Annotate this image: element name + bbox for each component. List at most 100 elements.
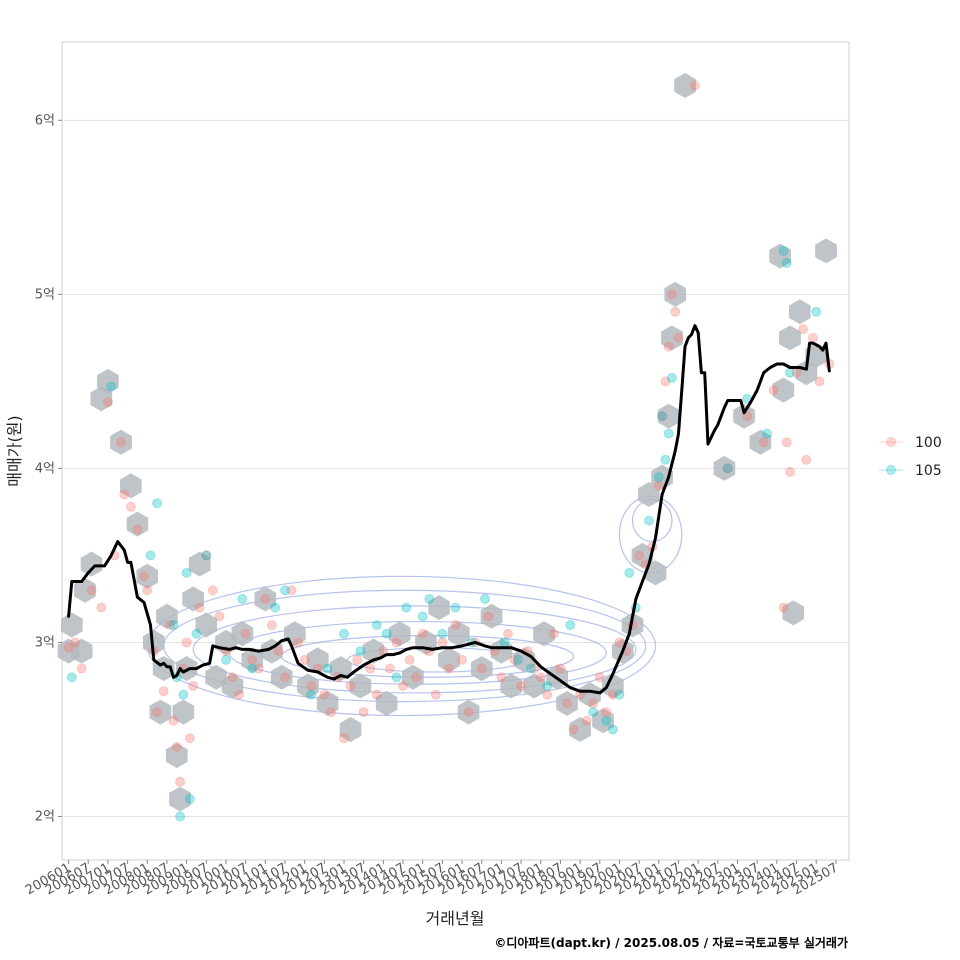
- y-tick-label: 4억: [35, 461, 55, 476]
- point-series-100: [352, 654, 363, 665]
- point-series-100: [722, 463, 733, 474]
- point-series-105: [168, 620, 179, 631]
- point-series-100: [365, 663, 376, 674]
- legend-label-100: 100: [915, 435, 942, 451]
- point-series-100: [116, 437, 127, 448]
- hex-bin: [661, 325, 683, 351]
- point-series-100: [758, 437, 769, 448]
- point-series-105: [339, 628, 350, 639]
- hex-bin: [713, 455, 736, 481]
- point-series-100: [175, 776, 186, 787]
- point-series-105: [437, 628, 448, 639]
- hex-bin: [638, 482, 660, 507]
- point-series-100: [266, 620, 277, 631]
- point-series-105: [666, 372, 677, 383]
- point-series-105: [565, 620, 576, 631]
- legend-item-105: 105: [879, 463, 942, 479]
- point-series-100: [476, 663, 487, 674]
- hex-bin: [513, 647, 536, 673]
- point-series-100: [325, 707, 336, 718]
- point-series-100: [778, 602, 789, 613]
- point-series-100: [555, 663, 566, 674]
- hex-bin: [136, 563, 159, 589]
- point-series-100: [807, 332, 818, 343]
- point-series-100: [119, 489, 130, 500]
- hex-bin: [97, 368, 119, 394]
- point-series-105: [624, 567, 635, 578]
- hex-bin: [470, 656, 493, 682]
- point-series-100: [63, 642, 74, 653]
- point-series-100: [152, 707, 163, 718]
- point-series-105: [247, 663, 258, 674]
- point-series-100: [588, 698, 599, 709]
- hex-bin: [169, 786, 191, 812]
- point-series-105: [614, 689, 625, 700]
- point-series-105: [401, 602, 412, 613]
- point-series-100: [561, 698, 572, 709]
- point-series-105: [722, 463, 733, 474]
- point-series-100: [601, 707, 612, 718]
- point-series-100: [165, 620, 176, 631]
- point-series-100: [273, 646, 284, 657]
- hex-bin: [657, 403, 680, 429]
- point-series-100: [502, 628, 513, 639]
- hex-bin: [195, 612, 218, 638]
- point-series-105: [784, 367, 795, 378]
- hex-bin: [156, 603, 178, 629]
- point-series-100: [207, 585, 218, 596]
- point-series-100: [814, 376, 825, 387]
- hex-bin: [126, 511, 149, 537]
- point-series-100: [535, 672, 546, 683]
- hex-bin: [80, 551, 103, 577]
- y-axis-title: 매매가(원): [5, 415, 24, 486]
- point-series-100: [299, 654, 310, 665]
- y-tick-label: 3억: [35, 635, 55, 650]
- point-series-105: [499, 637, 510, 648]
- hex-bin: [457, 699, 480, 725]
- point-series-100: [801, 454, 812, 465]
- point-series-105: [525, 663, 536, 674]
- point-series-100: [319, 689, 330, 700]
- point-series-100: [384, 663, 395, 674]
- point-series-100: [96, 602, 107, 613]
- plot-panel: [61, 41, 850, 861]
- point-series-100: [657, 411, 668, 422]
- point-series-105: [391, 672, 402, 683]
- legend: 100 105: [879, 435, 942, 479]
- hex-bin: [388, 621, 411, 647]
- point-series-105: [663, 428, 674, 439]
- point-series-105: [152, 498, 163, 509]
- point-series-100: [509, 654, 520, 665]
- point-series-105: [181, 567, 192, 578]
- point-series-100: [339, 733, 350, 744]
- hex-bin: [448, 621, 470, 647]
- hex-bin: [175, 656, 198, 682]
- y-tick-label: 5억: [35, 287, 55, 302]
- point-series-105: [643, 515, 654, 526]
- point-series-100: [345, 680, 356, 691]
- trend-line-path: [67, 324, 831, 695]
- point-series-100: [184, 733, 195, 744]
- point-series-100: [663, 341, 674, 352]
- point-series-105: [355, 646, 366, 657]
- source-caption: ©디아파트(dapt.kr) / 2025.08.05 / 자료=국토교통부 실…: [494, 935, 848, 950]
- point-series-100: [614, 637, 625, 648]
- legend-key-dot-100: [886, 437, 896, 447]
- hex-bin: [569, 717, 591, 742]
- point-series-100: [417, 628, 428, 639]
- hex-bin: [74, 577, 96, 603]
- point-series-105: [106, 381, 117, 392]
- hex-bin: [579, 682, 601, 708]
- point-series-100: [784, 466, 795, 477]
- hex-bin: [221, 673, 244, 699]
- point-series-100: [457, 654, 468, 665]
- hex-bin: [523, 673, 545, 699]
- point-series-100: [86, 585, 97, 596]
- point-series-100: [70, 637, 81, 648]
- point-series-105: [279, 585, 290, 596]
- point-series-100: [227, 672, 238, 683]
- point-series-100: [548, 628, 559, 639]
- x-axis: 2006012006072007012007072008012008072009…: [23, 860, 841, 898]
- hex-bin: [631, 542, 654, 568]
